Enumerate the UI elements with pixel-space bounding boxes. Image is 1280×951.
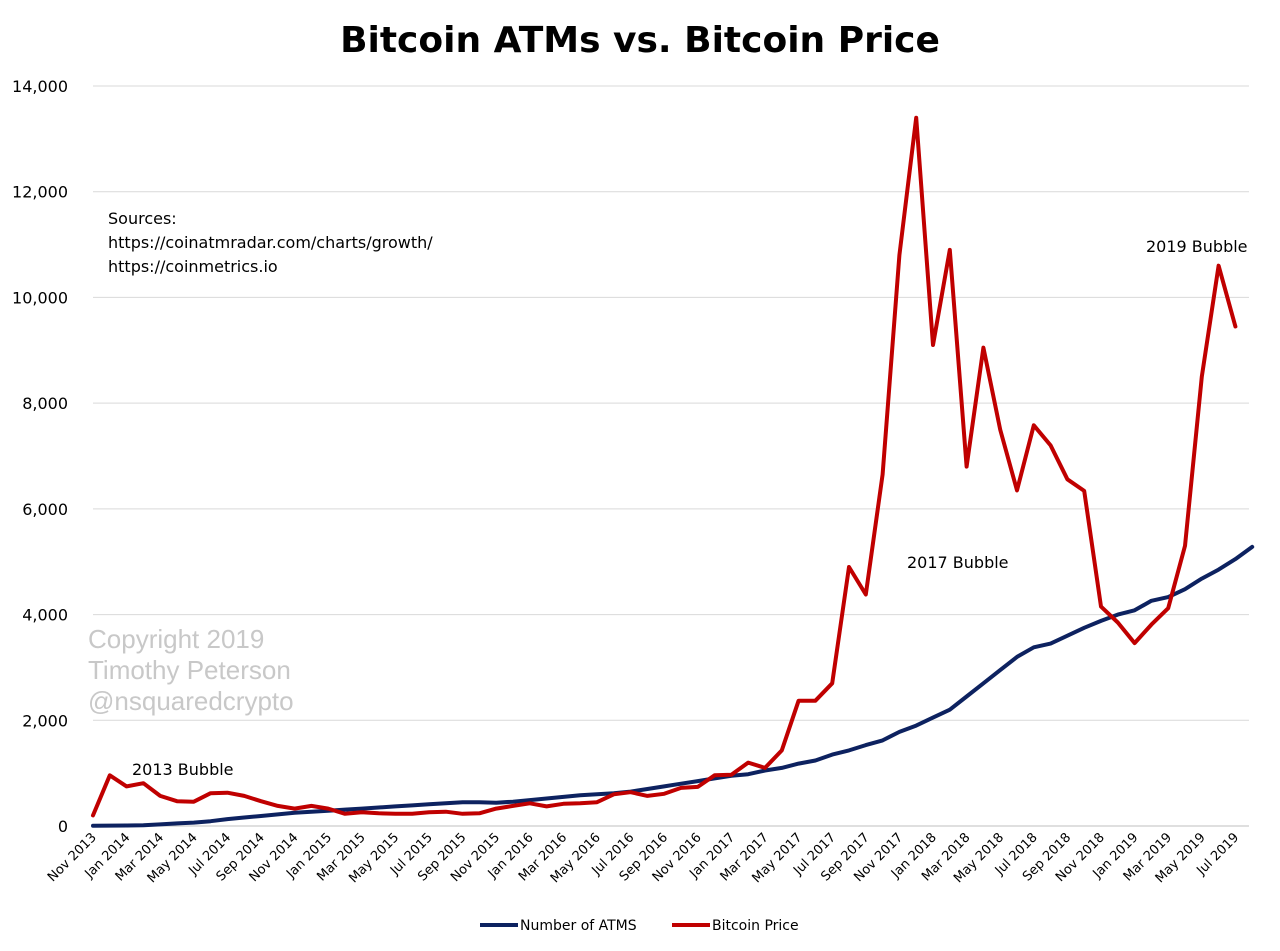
sources-note: Sources: https://coinatmradar.com/charts… [108, 209, 433, 276]
sources-label: Sources: [108, 209, 177, 228]
y-tick-label: 0 [58, 817, 68, 836]
legend: Number of ATMS Bitcoin Price [480, 918, 799, 934]
annotation-2017-bubble: 2017 Bubble [907, 553, 1009, 572]
y-tick-label: 14,000 [12, 77, 68, 96]
series-line-atms [91, 544, 1255, 828]
y-tick-label: 6,000 [22, 500, 68, 519]
watermark-line-3: @nsquaredcrypto [88, 686, 294, 716]
y-tick-label: 4,000 [22, 606, 68, 625]
legend-label-atms: Number of ATMS [520, 918, 637, 934]
y-tick-label: 12,000 [12, 183, 68, 202]
source-link-coinatmradar: https://coinatmradar.com/charts/growth/ [108, 233, 433, 252]
y-tick-label: 2,000 [22, 711, 68, 730]
legend-label-price: Bitcoin Price [712, 918, 799, 934]
y-tick-label: 10,000 [12, 288, 68, 307]
source-link-coinmetrics: https://coinmetrics.io [108, 257, 278, 276]
y-axis-ticks: 0 2,000 4,000 6,000 8,000 10,000 12,000 14,000 [12, 77, 68, 836]
series-line-price [91, 115, 1238, 818]
y-tick-label: 8,000 [22, 394, 68, 413]
gridlines [93, 85, 1249, 827]
series-lines [91, 115, 1255, 828]
watermark-line-1: Copyright 2019 [88, 624, 264, 654]
watermark: Copyright 2019 Timothy Peterson @nsquare… [88, 624, 294, 716]
annotation-2013-bubble: 2013 Bubble [132, 760, 234, 779]
annotation-2019-bubble: 2019 Bubble [1146, 237, 1248, 256]
watermark-line-2: Timothy Peterson [88, 655, 291, 685]
chart-title: Bitcoin ATMs vs. Bitcoin Price [340, 20, 940, 61]
